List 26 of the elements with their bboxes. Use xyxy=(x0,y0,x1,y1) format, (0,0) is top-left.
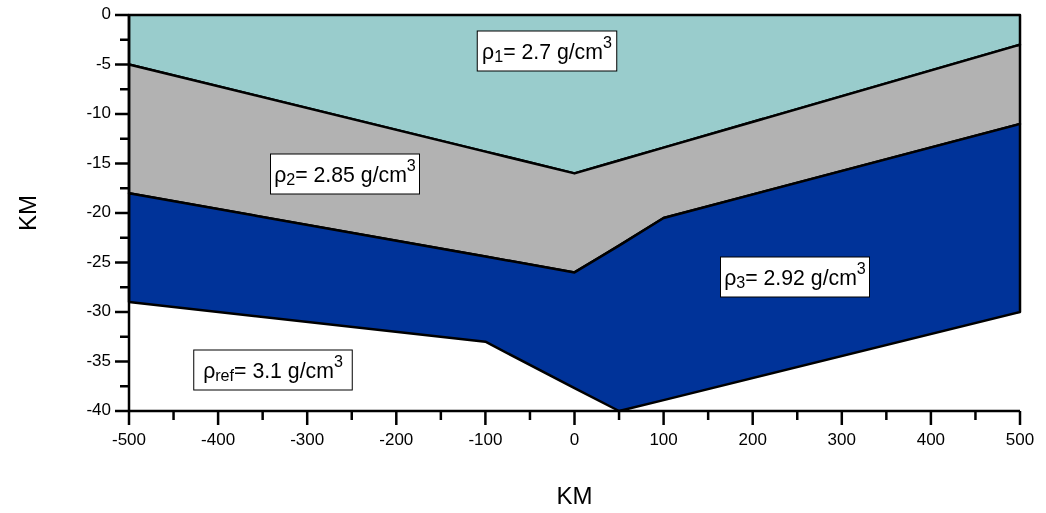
y-tick-label: -15 xyxy=(86,152,111,172)
y-tick-label: -40 xyxy=(86,400,111,420)
y-axis-title: KM xyxy=(14,195,41,231)
annotation: ρ$_{1}$= 2.7 g/cm$^{3}$ xyxy=(482,33,612,66)
x-tick-label: 100 xyxy=(649,430,678,449)
y-tick-label: -10 xyxy=(86,103,111,123)
y-tick-label: 0 xyxy=(101,4,111,24)
y-tick-label: -30 xyxy=(86,301,111,321)
x-tick-label: 0 xyxy=(569,430,580,449)
x-tick-label: 400 xyxy=(916,430,946,449)
y-tick-label: -5 xyxy=(95,53,111,73)
x-tick-label: 500 xyxy=(1005,430,1035,449)
x-tick-label: -100 xyxy=(468,430,503,449)
annotation: ρ$_{ref}$= 3.1 g/cm$^{3}$ xyxy=(203,352,343,385)
x-tick-label: -500 xyxy=(111,430,147,449)
x-tick-label: -300 xyxy=(290,430,325,449)
x-tick-label: -200 xyxy=(379,430,414,449)
annotation: ρ$_{3}$= 2.92 g/cm$^{3}$ xyxy=(724,259,866,292)
y-tick-label: -20 xyxy=(86,202,111,222)
x-tick-label: 300 xyxy=(827,430,856,449)
x-tick-label: -400 xyxy=(201,430,236,449)
y-tick-label: -25 xyxy=(86,251,111,271)
x-tick-label: 200 xyxy=(738,430,767,449)
x-axis-title: KM xyxy=(556,482,593,509)
annotation: ρ$_{2}$= 2.85 g/cm$^{3}$ xyxy=(274,156,416,189)
y-tick-label: -35 xyxy=(86,350,111,370)
